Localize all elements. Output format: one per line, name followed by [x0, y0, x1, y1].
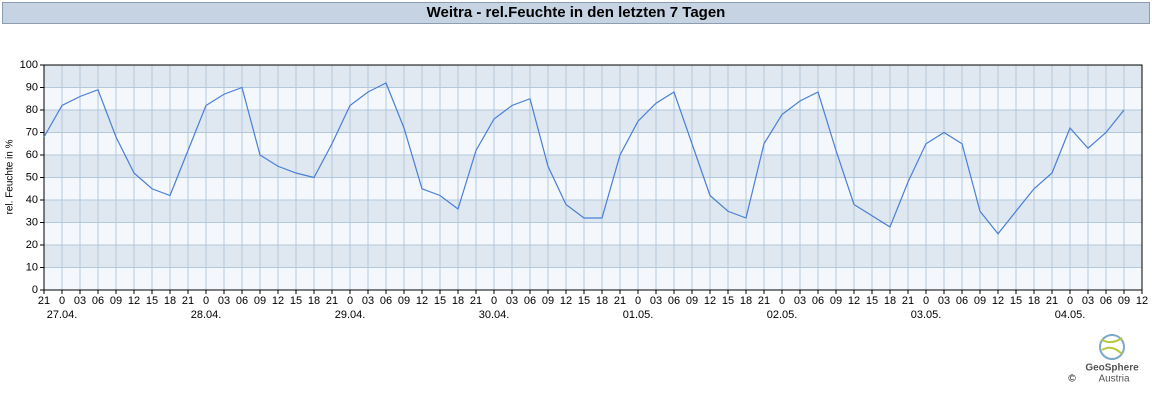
y-tick-label: 90 — [26, 81, 38, 93]
y-tick-label: 100 — [20, 59, 38, 71]
date-label: 04.05. — [1055, 309, 1086, 321]
x-tick-label: 03 — [650, 295, 662, 307]
x-tick-label: 06 — [956, 295, 968, 307]
x-tick-label: 21 — [902, 295, 914, 307]
x-tick-label: 12 — [272, 295, 284, 307]
date-label: 28.04. — [191, 309, 222, 321]
x-tick-label: 0 — [347, 295, 353, 307]
x-tick-label: 15 — [578, 295, 590, 307]
x-tick-label: 06 — [1100, 295, 1112, 307]
x-tick-label: 18 — [740, 295, 752, 307]
x-tick-label: 12 — [848, 295, 860, 307]
x-tick-label: 09 — [1118, 295, 1130, 307]
x-tick-label: 06 — [92, 295, 104, 307]
x-tick-label: 06 — [668, 295, 680, 307]
y-axis-label: rel. Feuchte in % — [5, 139, 16, 214]
logo-icon — [1101, 337, 1123, 355]
x-tick-label: 03 — [218, 295, 230, 307]
x-tick-label: 18 — [884, 295, 896, 307]
x-tick-label: 0 — [1067, 295, 1073, 307]
title-bar: Weitra - rel.Feuchte in den letzten 7 Ta… — [2, 2, 1150, 24]
x-tick-label: 06 — [236, 295, 248, 307]
x-tick-label: 15 — [722, 295, 734, 307]
copyright: © — [1068, 374, 1076, 385]
x-tick-label: 12 — [1136, 295, 1148, 307]
x-tick-label: 18 — [452, 295, 464, 307]
x-tick-label: 21 — [614, 295, 626, 307]
x-tick-label: 18 — [164, 295, 176, 307]
date-label: 27.04. — [47, 309, 78, 321]
grid-band — [44, 245, 1142, 268]
logo — [1099, 334, 1125, 360]
x-tick-label: 21 — [326, 295, 338, 307]
grid-band — [44, 155, 1142, 178]
x-tick-label: 12 — [992, 295, 1004, 307]
x-tick-label: 0 — [635, 295, 641, 307]
date-label: 02.05. — [767, 309, 798, 321]
x-tick-label: 03 — [362, 295, 374, 307]
x-tick-label: 21 — [182, 295, 194, 307]
x-tick-label: 09 — [254, 295, 266, 307]
y-tick-label: 0 — [32, 284, 38, 296]
x-tick-label: 06 — [524, 295, 536, 307]
x-tick-label: 15 — [146, 295, 158, 307]
date-label: 03.05. — [911, 309, 942, 321]
x-tick-label: 12 — [560, 295, 572, 307]
grid-band — [44, 65, 1142, 88]
x-tick-label: 0 — [491, 295, 497, 307]
x-tick-label: 18 — [308, 295, 320, 307]
x-tick-label: 09 — [974, 295, 986, 307]
x-tick-label: 09 — [686, 295, 698, 307]
x-tick-label: 0 — [203, 295, 209, 307]
x-tick-label: 0 — [923, 295, 929, 307]
x-tick-label: 09 — [110, 295, 122, 307]
y-tick-label: 40 — [26, 194, 38, 206]
grid-band — [44, 200, 1142, 223]
x-tick-label: 21 — [758, 295, 770, 307]
date-label: 29.04. — [335, 309, 366, 321]
x-tick-label: 09 — [830, 295, 842, 307]
x-tick-label: 0 — [59, 295, 65, 307]
x-tick-label: 09 — [398, 295, 410, 307]
x-tick-label: 15 — [290, 295, 302, 307]
x-tick-label: 15 — [866, 295, 878, 307]
y-tick-label: 70 — [26, 126, 38, 138]
date-label: 01.05. — [623, 309, 654, 321]
x-tick-label: 03 — [938, 295, 950, 307]
x-tick-label: 21 — [470, 295, 482, 307]
y-tick-label: 80 — [26, 104, 38, 116]
y-tick-label: 20 — [26, 239, 38, 251]
x-tick-label: 0 — [779, 295, 785, 307]
y-tick-label: 30 — [26, 216, 38, 228]
x-tick-label: 12 — [704, 295, 716, 307]
y-tick-label: 50 — [26, 171, 38, 183]
x-tick-label: 21 — [38, 295, 50, 307]
logo-icon — [1099, 334, 1125, 360]
y-tick-label: 60 — [26, 149, 38, 161]
x-tick-label: 15 — [1010, 295, 1022, 307]
logo-sub: Austria — [1098, 374, 1130, 385]
x-tick-label: 18 — [596, 295, 608, 307]
x-tick-label: 03 — [1082, 295, 1094, 307]
x-tick-label: 18 — [1028, 295, 1040, 307]
x-tick-label: 21 — [1046, 295, 1058, 307]
x-tick-label: 06 — [380, 295, 392, 307]
date-label: 30.04. — [479, 309, 510, 321]
logo-name: GeoSphere — [1085, 363, 1139, 374]
x-tick-label: 03 — [794, 295, 806, 307]
x-tick-label: 12 — [128, 295, 140, 307]
x-tick-label: 15 — [434, 295, 446, 307]
x-tick-label: 09 — [542, 295, 554, 307]
grid-band — [44, 110, 1142, 133]
x-tick-label: 03 — [74, 295, 86, 307]
plot-border — [43, 64, 1143, 291]
x-tick-label: 06 — [812, 295, 824, 307]
x-tick-label: 12 — [416, 295, 428, 307]
data-line — [43, 82, 1125, 235]
x-tick-label: 03 — [506, 295, 518, 307]
y-tick-label: 10 — [26, 261, 38, 273]
